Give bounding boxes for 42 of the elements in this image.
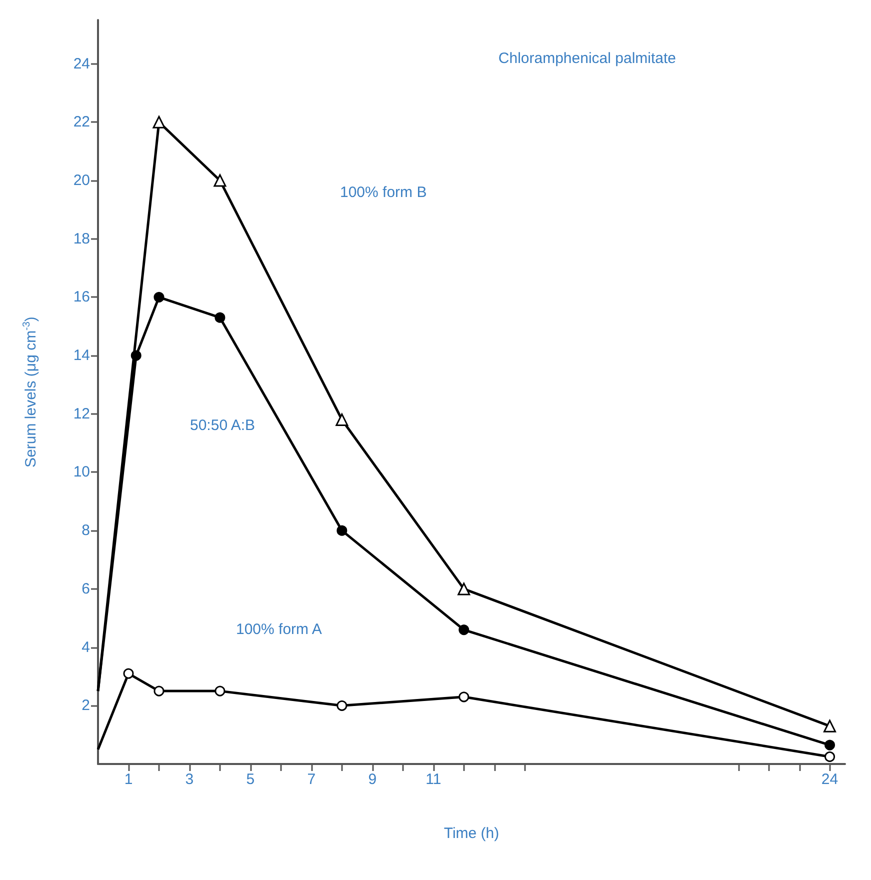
y-tick-label: 6 (82, 580, 90, 598)
y-tick-label: 14 (73, 347, 90, 364)
y-tick-label: 10 (73, 464, 90, 481)
point (336, 413, 348, 426)
y-tick-label: 16 (73, 288, 90, 306)
y-tick-label: 12 (73, 405, 90, 422)
point (824, 720, 836, 732)
point (154, 292, 164, 302)
x-axis-title: Time (h) (444, 825, 500, 842)
x-tick-label: 1 (124, 771, 133, 788)
x-tick-label: 7 (307, 771, 316, 788)
x-tick-label: 24 (821, 771, 838, 788)
point (336, 700, 348, 711)
annotation: 100% form B (340, 184, 427, 201)
point (130, 350, 142, 361)
point (336, 525, 348, 536)
y-tick-label: 2 (82, 697, 90, 714)
point (458, 582, 470, 596)
point (214, 312, 226, 323)
x-tick-label: 9 (368, 771, 377, 788)
text: Chloramphenical palmitate (498, 50, 676, 67)
x-tick-label: 11 (426, 771, 442, 788)
point (458, 692, 470, 702)
y-tick-label: 8 (82, 522, 90, 540)
y-tick-label: 18 (73, 230, 90, 248)
point (154, 686, 164, 696)
annotation: 50:50 A:B (190, 417, 256, 434)
point (214, 686, 226, 696)
x-tick-label: 3 (185, 771, 194, 788)
annotation: 100% form A (236, 621, 322, 638)
point (824, 740, 836, 750)
point (214, 174, 226, 187)
point (458, 624, 470, 636)
y-axis-title: Serum levels (μg cm-3) (22, 316, 40, 468)
y-tick-label: 20 (73, 172, 90, 189)
y-tick-label: 4 (82, 638, 90, 656)
point (123, 668, 134, 679)
y-tick-label: 24 (73, 55, 90, 72)
x-tick-label: 5 (246, 771, 255, 788)
y-tick-label: 22 (73, 114, 90, 131)
point (824, 751, 836, 762)
point (152, 116, 166, 128)
